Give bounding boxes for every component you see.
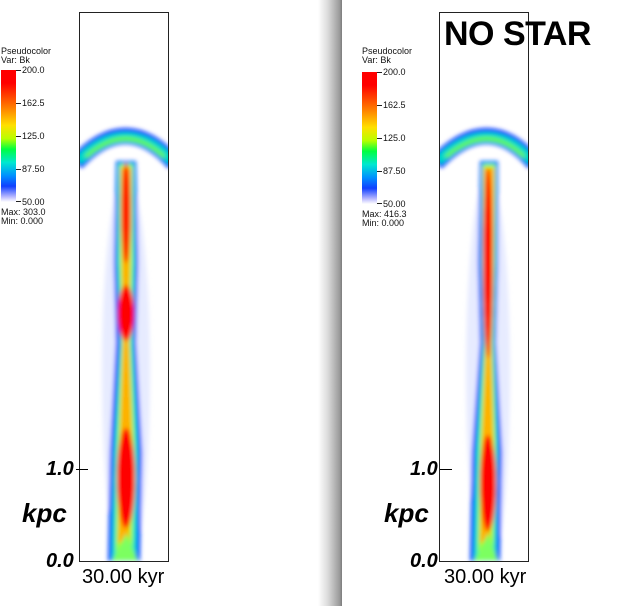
unit-label: kpc [384,498,429,528]
legend-title: Pseudocolor [362,46,413,56]
colorbar-tick-label: 125.0 [22,131,45,141]
colorbar-tick [16,103,21,104]
scale-tick [76,469,88,470]
colorbar-tick [377,105,382,106]
legend-max: Max: 416.3 [362,209,407,219]
colorbar-tick-label: 87.50 [22,164,45,174]
panel-divider [318,0,342,606]
legend-variable: Var: Bk [362,55,391,65]
colorbar-tick-label: 162.5 [22,98,45,108]
right-simulation-frame [439,12,529,562]
figure-title: NO STAR [444,15,591,53]
colorbar-tick [377,138,382,139]
left-simulation-frame [79,12,169,562]
legend-max: Max: 303.0 [1,207,46,217]
colorbar-tick-label: 87.50 [383,166,406,176]
legend-min: Min: 0.000 [362,218,405,228]
colorbar-tick-label: 162.5 [383,100,406,110]
colorbar-tick-label: 50.00 [383,199,406,209]
colorbar-tick [377,203,382,204]
scale-value-label: 1.0 [46,458,74,480]
time-label: 30.00 kyr [444,566,527,588]
color-bar [1,70,16,202]
scale-value-label: 1.0 [410,458,438,480]
left-jet-render [80,128,168,561]
legend-title: Pseudocolor [1,46,52,56]
colorbar-tick-label: 200.0 [22,65,45,75]
colorbar-tick [377,72,382,73]
time-label: 30.00 kyr [82,566,165,588]
right-panel: NO STAR Pseudocolor Var: Bk 200.0 162.5 … [342,0,618,606]
legend-variable: Var: Bk [1,55,30,65]
colorbar-tick [16,169,21,170]
colorbar-tick-label: 50.00 [22,197,45,207]
colorbar-tick [16,201,21,202]
origin-label: 0.0 [410,550,438,572]
colorbar-tick-label: 200.0 [383,67,406,77]
right-jet-render [440,128,528,561]
colorbar-tick [377,171,382,172]
colorbar-tick [16,136,21,137]
origin-label: 0.0 [46,550,74,572]
color-bar [362,72,377,204]
left-panel: Pseudocolor Var: Bk 200.0 162.5 125.0 87… [1,12,169,588]
legend-min: Min: 0.000 [1,216,44,226]
unit-label: kpc [22,498,67,528]
colorbar-tick [16,70,21,71]
colorbar-tick-label: 125.0 [383,133,406,143]
scale-tick [440,469,452,470]
